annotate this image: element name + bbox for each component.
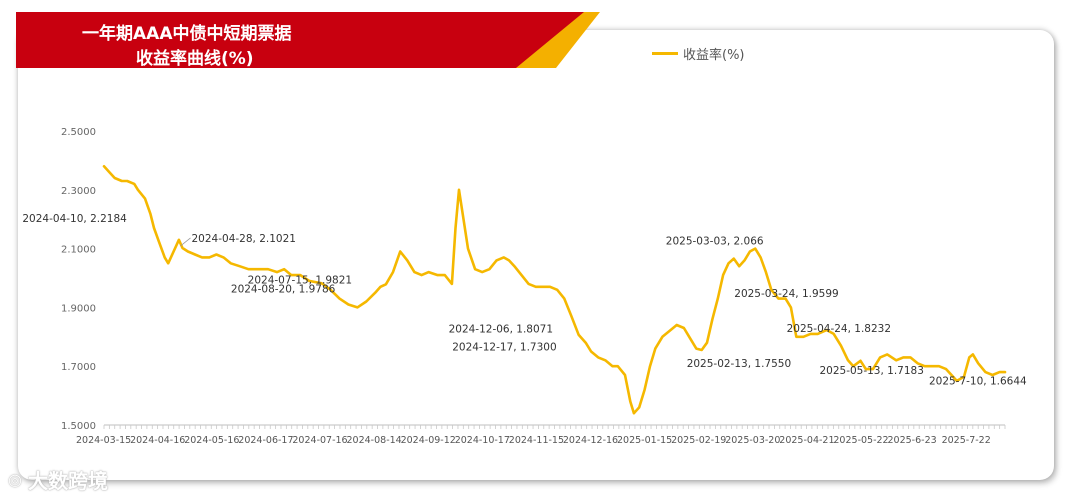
y-tick-label: 2.1000 (61, 245, 96, 256)
data-label: 2025-7-10, 1.6644 (929, 376, 1027, 388)
chart-card (18, 30, 1054, 480)
chart-title-line-1: 一年期AAA中债中短期票据 (82, 24, 292, 44)
y-tick-label: 2.3000 (61, 186, 96, 197)
x-tick-label: 2024-10-17 (455, 435, 510, 446)
x-tick-label: 2024-07-16 (292, 435, 347, 446)
x-tick-label: 2025-03-20 (725, 435, 780, 446)
data-label: 2025-03-03, 2.066 (666, 236, 764, 248)
legend[interactable]: 收益率(%) (652, 44, 745, 63)
x-tick-label: 2024-05-16 (184, 435, 239, 446)
title-banner (16, 12, 600, 68)
legend-swatch (652, 52, 678, 55)
watermark: ◎ 大数跨境 (8, 465, 108, 494)
chart-title-line-2: 收益率曲线(%) (136, 49, 254, 69)
x-tick-label: 2024-06-17 (238, 435, 293, 446)
data-label: 2024-12-06, 1.8071 (449, 324, 553, 336)
watermark-text: 大数跨境 (27, 469, 108, 493)
x-tick-label: 2025-6-23 (888, 435, 937, 446)
data-label: 2025-03-24, 1.9599 (734, 288, 838, 300)
data-label: 2025-04-24, 1.8232 (787, 323, 891, 335)
banner-red-band (16, 12, 584, 68)
data-label-leader (180, 237, 191, 247)
data-label: 2024-04-28, 2.1021 (192, 233, 296, 245)
y-tick-label: 1.9000 (61, 303, 96, 314)
logo-mark-icon: ◎ (8, 470, 22, 489)
data-label: 2024-12-17, 1.7300 (452, 341, 556, 353)
x-tick-label: 2025-05-22 (833, 435, 888, 446)
x-axis: 2024-03-152024-04-162024-05-162024-06-17… (76, 424, 1006, 446)
x-tick-label: 2024-09-12 (401, 435, 456, 446)
data-label: 2025-02-13, 1.7550 (687, 358, 791, 370)
x-tick-label: 2024-04-16 (130, 435, 185, 446)
x-tick-label: 2024-03-15 (76, 435, 131, 446)
data-label: 2025-05-13, 1.7183 (819, 365, 923, 377)
y-tick-label: 1.7000 (61, 362, 96, 373)
series-layer (102, 165, 1007, 415)
x-tick-label: 2025-02-19 (671, 435, 726, 446)
x-tick-label: 2024-12-16 (563, 435, 618, 446)
data-label: 2024-08-20, 1.9786 (231, 283, 336, 295)
x-tick-label: 2024-08-14 (347, 435, 402, 446)
legend-label: 收益率(%) (683, 48, 745, 63)
x-tick-label: 2025-04-21 (779, 435, 834, 446)
x-tick-label: 2025-01-15 (617, 435, 672, 446)
x-tick-label: 2024-11-15 (509, 435, 564, 446)
y-axis: 2.5000 2.3000 2.1000 1.9000 1.7000 1.5000 (61, 127, 96, 432)
annotation-layer: 2024-04-10, 2.2184 2024-04-28, 2.1021 2024… (22, 213, 1027, 388)
data-label: 2024-07-15, 1.9821 (248, 274, 352, 286)
x-tick-label: 2025-7-22 (942, 435, 991, 446)
series-line-yield (102, 165, 1007, 415)
y-tick-label: 2.5000 (61, 127, 96, 138)
data-label: 2024-04-10, 2.2184 (22, 213, 127, 225)
y-tick-label: 1.5000 (61, 421, 96, 432)
